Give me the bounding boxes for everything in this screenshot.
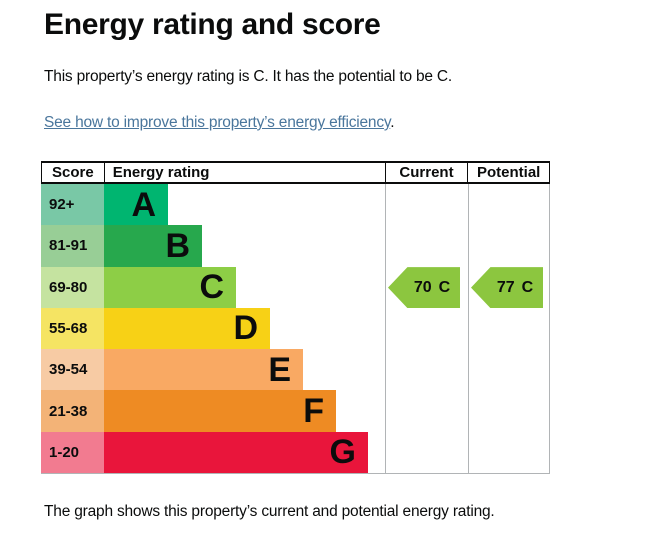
improve-efficiency-link[interactable]: See how to improve this property’s energ… — [44, 114, 391, 131]
score-range-b: 81-91 — [41, 225, 104, 267]
energy-rating-summary: This property’s energy rating is C. It h… — [44, 68, 453, 85]
header-current: Current — [384, 163, 468, 182]
current-column-divider — [385, 184, 386, 473]
potential-score: 77 — [496, 278, 515, 296]
band-row-e: 39-54 E — [41, 349, 550, 391]
improve-link-line: See how to improve this property’s energ… — [44, 114, 395, 132]
page-title: Energy rating and score — [44, 8, 381, 41]
band-row-g: 1-20 G — [41, 431, 550, 473]
current-band-letter: C — [438, 278, 451, 296]
link-suffix: . — [390, 114, 395, 131]
band-row-a: 92+ A — [41, 184, 550, 226]
score-range-a: 92+ — [41, 184, 104, 226]
band-bar-b: B — [104, 225, 202, 267]
chart-body: 92+ A 81-91 B 69-80 C 55-68 D 39-54 E 21-38 F 1-20 G … — [41, 184, 550, 474]
header-score: Score — [42, 163, 105, 182]
energy-rating-chart: Score Energy rating Current Potential 92… — [41, 161, 550, 474]
score-range-f: 21-38 — [41, 390, 104, 432]
score-range-d: 55-68 — [41, 307, 104, 350]
current-score: 70 — [413, 278, 432, 296]
header-energy-rating: Energy rating — [112, 164, 210, 181]
band-row-c: 69-80 C — [41, 266, 550, 308]
chart-caption: The graph shows this property’s current … — [44, 503, 495, 520]
score-range-e: 39-54 — [41, 349, 104, 391]
band-bar-c: C — [104, 266, 236, 308]
potential-column-divider — [468, 184, 469, 473]
header-potential: Potential — [467, 163, 549, 182]
chart-header-row: Score Energy rating Current Potential — [41, 161, 550, 184]
band-row-f: 21-38 F — [41, 390, 550, 432]
potential-band-letter: C — [521, 278, 534, 296]
band-bar-a: A — [104, 184, 168, 226]
band-row-b: 81-91 B — [41, 225, 550, 267]
band-row-d: 55-68 D — [41, 307, 550, 350]
score-range-c: 69-80 — [41, 266, 104, 308]
band-bar-d: D — [104, 307, 270, 350]
band-bar-f: F — [104, 390, 336, 432]
band-bar-g: G — [104, 431, 368, 473]
band-bar-e: E — [104, 349, 303, 391]
score-range-g: 1-20 — [41, 431, 104, 473]
chart-right-border — [549, 184, 550, 473]
